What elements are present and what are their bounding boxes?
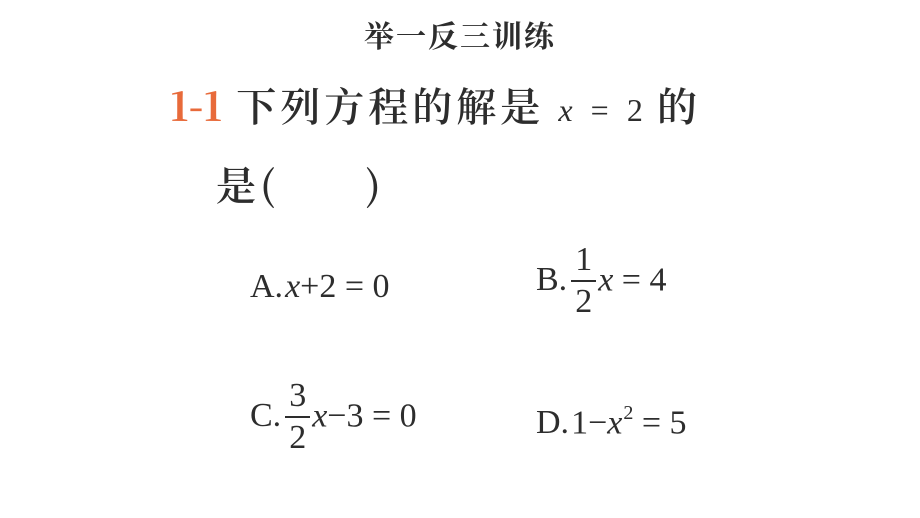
fraction-bar-icon — [285, 416, 310, 418]
option-c-var: x — [312, 397, 327, 434]
section-title: 举一反三训练 — [0, 12, 920, 56]
option-c-frac-den: 2 — [285, 420, 310, 456]
question-stem-1: 下列方程的解是 — [236, 76, 544, 133]
option-b-fraction: 12 — [571, 242, 596, 319]
fraction-bar-icon — [571, 280, 596, 282]
inline-eq-val: 2 — [627, 92, 643, 128]
blank-open: 是( — [216, 155, 279, 212]
question-line-2: 是() — [216, 155, 385, 212]
option-d-label: D. — [536, 404, 569, 441]
option-b-frac-den: 2 — [571, 284, 596, 320]
inline-eq-op: = — [591, 92, 609, 128]
option-d-rest: = 5 — [642, 404, 687, 441]
option-d-pre: 1− — [571, 404, 607, 441]
option-a[interactable]: A.x+2 = 0 — [250, 268, 390, 306]
option-d-sup: 2 — [623, 402, 633, 424]
question-number: 1-1 — [170, 76, 222, 133]
option-c-fraction: 32 — [285, 378, 310, 455]
option-b-label: B. — [536, 261, 567, 298]
option-c-label: C. — [250, 397, 281, 434]
page-root: 举一反三训练 1-1 下列方程的解是 x = 2 的 是() A.x+2 = 0… — [0, 0, 920, 518]
inline-eq-var: x — [558, 92, 572, 128]
question-line-1: 1-1 下列方程的解是 x = 2 的 — [170, 76, 701, 133]
option-b-var: x — [598, 261, 613, 298]
option-c-frac-num: 3 — [285, 378, 310, 414]
option-a-rest: +2 = 0 — [300, 268, 389, 305]
option-b-rest: = 4 — [622, 261, 667, 298]
question-stem-2: 的 — [657, 76, 701, 133]
option-c[interactable]: C.32x−3 = 0 — [250, 380, 417, 457]
option-a-var: x — [285, 268, 300, 305]
option-d[interactable]: D.1−x2 = 5 — [536, 404, 687, 442]
option-d-var: x — [607, 404, 622, 441]
option-c-rest: −3 = 0 — [327, 397, 416, 434]
option-b[interactable]: B.12x = 4 — [536, 244, 666, 321]
blank-close: ) — [365, 155, 384, 212]
option-a-label: A. — [250, 268, 283, 305]
option-b-frac-num: 1 — [571, 242, 596, 278]
